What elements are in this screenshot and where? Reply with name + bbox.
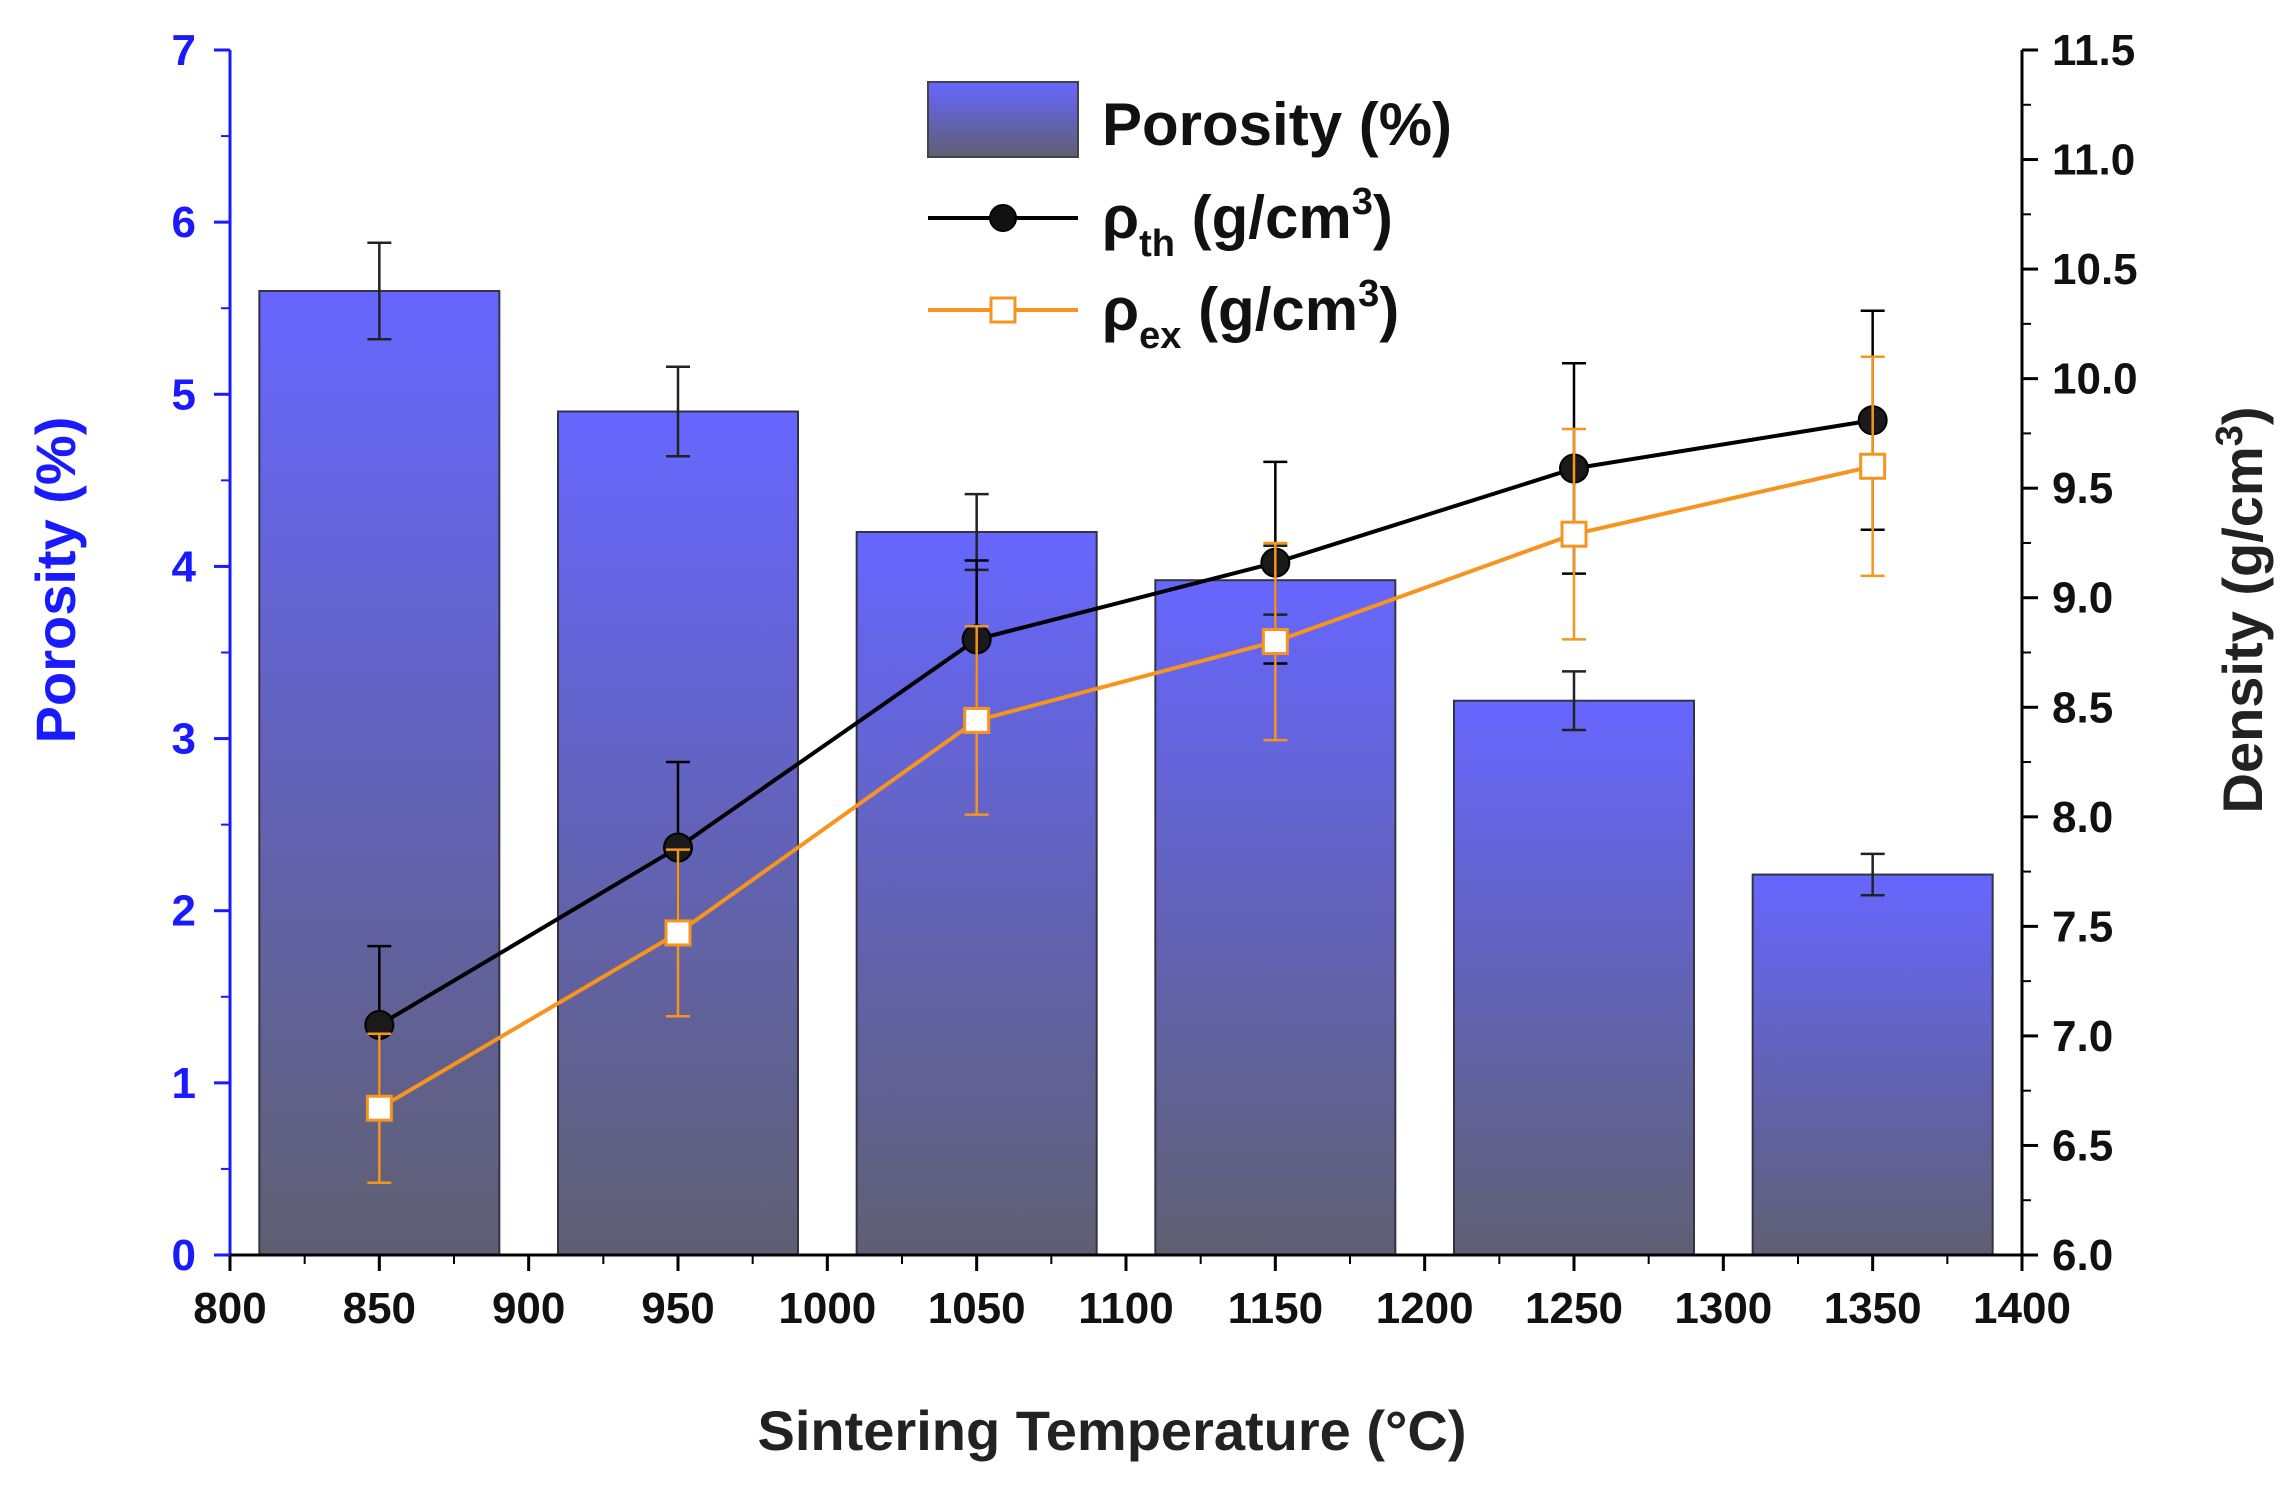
y-axis-right-title-sup: 3: [2209, 425, 2251, 446]
x-tick-label-1400: 1400: [1973, 1284, 2071, 1333]
y-right-tick-label-7.0: 7.0: [2052, 1012, 2113, 1061]
x-tick-label-1100: 1100: [1078, 1284, 1173, 1333]
point-rho-ex-1250: [1560, 520, 1588, 548]
x-tick-label-900: 900: [492, 1284, 565, 1333]
y-left-tick-label-3: 3: [172, 715, 196, 764]
y-left-tick-label-1: 1: [172, 1059, 196, 1108]
y-left-tick-label-0: 0: [172, 1231, 196, 1280]
legend-rho-ex-symbol: ρ: [1102, 276, 1139, 343]
point-rho-ex-850: [365, 1094, 393, 1122]
y-left-tick-label-5: 5: [172, 370, 196, 419]
axes-layer: 800 850 900 950 1000 1050 1100 1150 1200 1250 1300…: [172, 26, 2138, 1333]
x-tick-label-1050: 1050: [928, 1284, 1026, 1333]
y-right-tick-label-11.0: 11.0: [2052, 136, 2135, 185]
x-tick-label-850: 850: [343, 1284, 416, 1333]
legend-rho-th-symbol: ρ: [1102, 184, 1139, 251]
bar-porosity-1250: [1453, 699, 1695, 1256]
x-tick-label-950: 950: [641, 1284, 714, 1333]
x-tick-label-1300: 1300: [1674, 1284, 1772, 1333]
point-rho-ex-1350: [1859, 452, 1887, 480]
y-right-tick-label-11.5: 11.5: [2052, 26, 2135, 75]
series-line-rho-th: [378, 418, 1873, 1027]
y-axis-right-title-main: Density (g/cm: [2211, 446, 2274, 813]
legend-label-porosity: Porosity (%): [1102, 91, 1452, 158]
y-left-tick-label-7: 7: [172, 26, 196, 75]
legend-rho-ex-end: ): [1379, 276, 1399, 343]
series-line-rho-ex: [378, 464, 1874, 1110]
x-tick-label-1150: 1150: [1228, 1284, 1323, 1333]
y-right-tick-label-10.5: 10.5: [2052, 245, 2138, 294]
legend-rho-ex-unit: (g/cm: [1181, 276, 1358, 343]
point-rho-ex-1150: [1261, 628, 1289, 656]
point-rho-ex-950: [664, 919, 692, 947]
y-axis-right-title: Density (g/cm3): [2209, 407, 2274, 814]
legend-label-rho-ex: ρex (g/cm3): [1102, 273, 1399, 357]
y-right-tick-label-8.5: 8.5: [2052, 683, 2113, 732]
legend-rho-ex-sub: ex: [1139, 315, 1181, 357]
point-rho-ex-1050: [963, 706, 991, 734]
y-right-tick-label-9.0: 9.0: [2052, 574, 2113, 623]
legend-rho-th-end: ): [1373, 184, 1393, 251]
y-axis-left-title: Porosity (%): [24, 417, 87, 744]
legend-label-rho-th: ρth (g/cm3): [1102, 181, 1393, 265]
x-tick-label-1200: 1200: [1376, 1284, 1474, 1333]
y-left-tick-label-2: 2: [172, 887, 196, 936]
bar-porosity-1350: [1751, 873, 1994, 1256]
legend-marker-rho-ex: [989, 296, 1017, 324]
legend: Porosity (%) ρth (g/cm3) ρex (g/cm3): [927, 81, 1452, 357]
y-left-tick-label-6: 6: [172, 198, 196, 247]
y-right-tick-label-8.0: 8.0: [2052, 793, 2113, 842]
y-right-tick-label-7.5: 7.5: [2052, 902, 2113, 951]
x-tick-label-1250: 1250: [1525, 1284, 1623, 1333]
y-left-tick-label-4: 4: [172, 542, 197, 591]
legend-marker-rho-th: [989, 204, 1017, 232]
bars-layer: [258, 241, 1994, 1256]
x-tick-label-1000: 1000: [778, 1284, 876, 1333]
lines-layer: [364, 309, 1888, 1184]
legend-swatch-porosity: [927, 81, 1079, 158]
x-axis-title: Sintering Temperature (°C): [758, 1399, 1467, 1462]
legend-rho-ex-sup: 3: [1358, 273, 1379, 315]
y-right-tick-label-6.0: 6.0: [2052, 1231, 2113, 1280]
legend-rho-th-sub: th: [1139, 223, 1175, 265]
x-tick-label-1350: 1350: [1824, 1284, 1922, 1333]
y-right-tick-label-10.0: 10.0: [2052, 355, 2138, 404]
y-right-tick-label-6.5: 6.5: [2052, 1121, 2113, 1170]
y-right-tick-label-9.5: 9.5: [2052, 464, 2113, 513]
x-tick-label-800: 800: [193, 1284, 266, 1333]
legend-rho-th-unit: (g/cm: [1175, 184, 1352, 251]
legend-rho-th-sup: 3: [1352, 181, 1373, 223]
y-axis-right-title-end: ): [2211, 407, 2274, 426]
